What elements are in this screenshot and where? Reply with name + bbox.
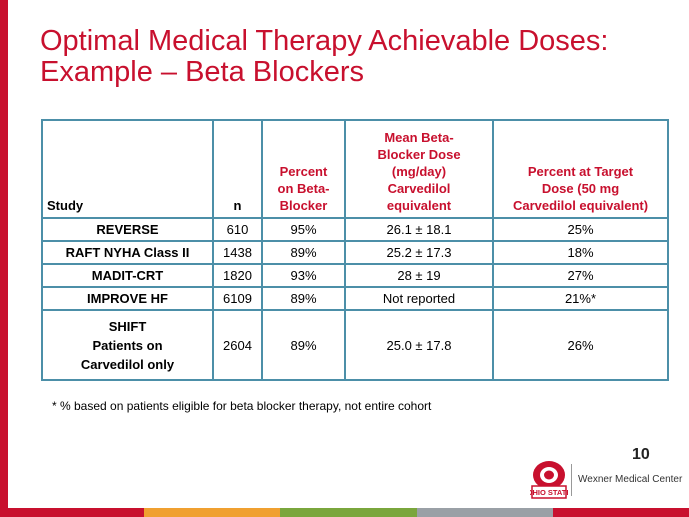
header-percent-on-beta-blocker: Percent on Beta- Blocker — [261, 119, 346, 219]
table-row: MADIT-CRT 1820 93% 28 ± 19 27% — [41, 263, 669, 288]
percent-on-beta-blocker: 89% — [261, 309, 346, 381]
slide-title-line-1: Optimal Medical Therapy Achievable Doses… — [40, 25, 609, 57]
header-mean-dose: Mean Beta- Blocker Dose (mg/day) Carvedi… — [344, 119, 494, 219]
mean-dose: 28 ± 19 — [344, 263, 494, 288]
percent-at-target: 26% — [492, 309, 669, 381]
sample-size: 6109 — [212, 286, 263, 311]
page-number: 10 — [632, 446, 650, 463]
bottom-bar-segment — [552, 508, 689, 517]
header-n: n — [212, 119, 263, 219]
svg-text:OHIO STATE: OHIO STATE — [530, 488, 568, 497]
logo-divider — [571, 464, 572, 496]
sample-size: 610 — [212, 217, 263, 242]
slide-title-line-2: Example – Beta Blockers — [40, 56, 364, 88]
study-name: REVERSE — [41, 217, 214, 242]
percent-at-target: 18% — [492, 240, 669, 265]
bottom-bar-segment — [8, 508, 145, 517]
bottom-color-bar — [8, 508, 689, 517]
sample-size: 2604 — [212, 309, 263, 381]
table-row: RAFT NYHA Class II 1438 89% 25.2 ± 17.3 … — [41, 240, 669, 265]
study-name: IMPROVE HF — [41, 286, 214, 311]
mean-dose: 25.2 ± 17.3 — [344, 240, 494, 265]
percent-on-beta-blocker: 95% — [261, 217, 346, 242]
mean-dose: 26.1 ± 18.1 — [344, 217, 494, 242]
percent-on-beta-blocker: 93% — [261, 263, 346, 288]
bottom-bar-segment — [280, 508, 417, 517]
mean-dose: Not reported — [344, 286, 494, 311]
table-row: SHIFT Patients on Carvedilol only 2604 8… — [41, 309, 669, 381]
table-row: IMPROVE HF 6109 89% Not reported 21%* — [41, 286, 669, 311]
study-name: SHIFT Patients on Carvedilol only — [41, 309, 214, 381]
footnote: * % based on patients eligible for beta … — [52, 399, 432, 413]
percent-at-target: 27% — [492, 263, 669, 288]
study-name: RAFT NYHA Class II — [41, 240, 214, 265]
bottom-bar-segment — [416, 508, 553, 517]
percent-at-target: 21%* — [492, 286, 669, 311]
percent-on-beta-blocker: 89% — [261, 240, 346, 265]
header-percent-at-target: Percent at Target Dose (50 mg Carvedilol… — [492, 119, 669, 219]
percent-on-beta-blocker: 89% — [261, 286, 346, 311]
bottom-bar-segment — [144, 508, 281, 517]
left-accent-bar — [0, 0, 8, 517]
header-study: Study — [41, 119, 214, 219]
study-name: MADIT-CRT — [41, 263, 214, 288]
sample-size: 1820 — [212, 263, 263, 288]
ohio-state-emblem-icon: OHIO STATE — [530, 461, 568, 499]
percent-at-target: 25% — [492, 217, 669, 242]
table-row: REVERSE 610 95% 26.1 ± 18.1 25% — [41, 217, 669, 242]
sample-size: 1438 — [212, 240, 263, 265]
slide-title: Optimal Medical Therapy Achievable Doses… — [40, 26, 680, 88]
mean-dose: 25.0 ± 17.8 — [344, 309, 494, 381]
logo-text: Wexner Medical Center — [578, 474, 683, 485]
beta-blocker-dose-table: Study n Percent on Beta- Blocker Mean Be… — [41, 119, 669, 381]
